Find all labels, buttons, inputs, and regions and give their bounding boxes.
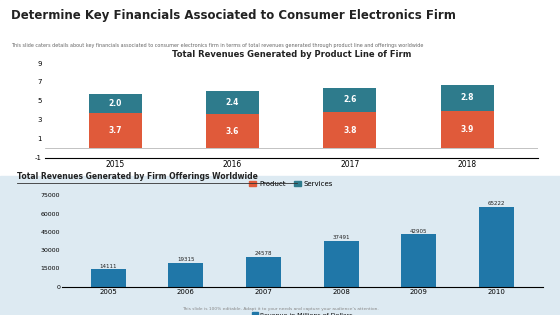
Text: 2.8: 2.8: [460, 94, 474, 102]
Text: 65222: 65222: [488, 202, 505, 206]
Bar: [479, 207, 514, 287]
Text: 3.6: 3.6: [226, 127, 239, 135]
Text: 24578: 24578: [255, 251, 272, 256]
Text: 19315: 19315: [177, 257, 195, 262]
Text: 2.0: 2.0: [109, 99, 122, 108]
Text: 2.4: 2.4: [226, 98, 239, 107]
Text: 37491: 37491: [333, 235, 350, 240]
Text: 3.8: 3.8: [343, 126, 357, 135]
Bar: [206, 114, 259, 148]
Text: Total Revenues Generated by Firm Offerings Worldwide: Total Revenues Generated by Firm Offerin…: [17, 172, 258, 181]
Text: 3.9: 3.9: [460, 125, 474, 134]
Bar: [206, 91, 259, 114]
Text: This slide is 100% editable. Adapt it to your needs and capture your audience's : This slide is 100% editable. Adapt it to…: [181, 307, 379, 311]
Text: 2.6: 2.6: [343, 95, 357, 104]
Text: 3.7: 3.7: [109, 126, 122, 135]
Bar: [91, 269, 125, 287]
Legend: Revenue in Millions of Dollars: Revenue in Millions of Dollars: [249, 310, 356, 315]
Text: 14111: 14111: [100, 264, 117, 269]
Bar: [89, 113, 142, 148]
Text: Determine Key Financials Associated to Consumer Electronics Firm: Determine Key Financials Associated to C…: [11, 9, 456, 22]
Bar: [246, 257, 281, 287]
Text: 42905: 42905: [410, 229, 428, 234]
Text: This slide caters details about key financials associated to consumer electronic: This slide caters details about key fina…: [11, 43, 423, 48]
Bar: [441, 111, 493, 148]
Bar: [89, 94, 142, 113]
Legend: Product, Services: Product, Services: [246, 178, 336, 190]
Bar: [324, 241, 359, 287]
Bar: [324, 112, 376, 148]
Bar: [402, 234, 436, 287]
Bar: [324, 88, 376, 112]
Title: Total Revenues Generated by Product Line of Firm: Total Revenues Generated by Product Line…: [171, 50, 411, 60]
Bar: [441, 85, 493, 111]
Bar: [169, 263, 203, 287]
